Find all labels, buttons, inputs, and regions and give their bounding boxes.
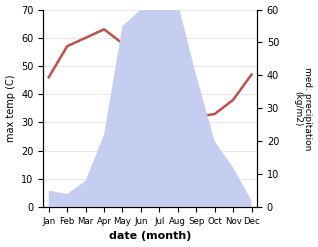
Y-axis label: med. precipitation
(kg/m2): med. precipitation (kg/m2) [293, 67, 313, 150]
Y-axis label: max temp (C): max temp (C) [5, 75, 16, 142]
X-axis label: date (month): date (month) [109, 231, 191, 242]
